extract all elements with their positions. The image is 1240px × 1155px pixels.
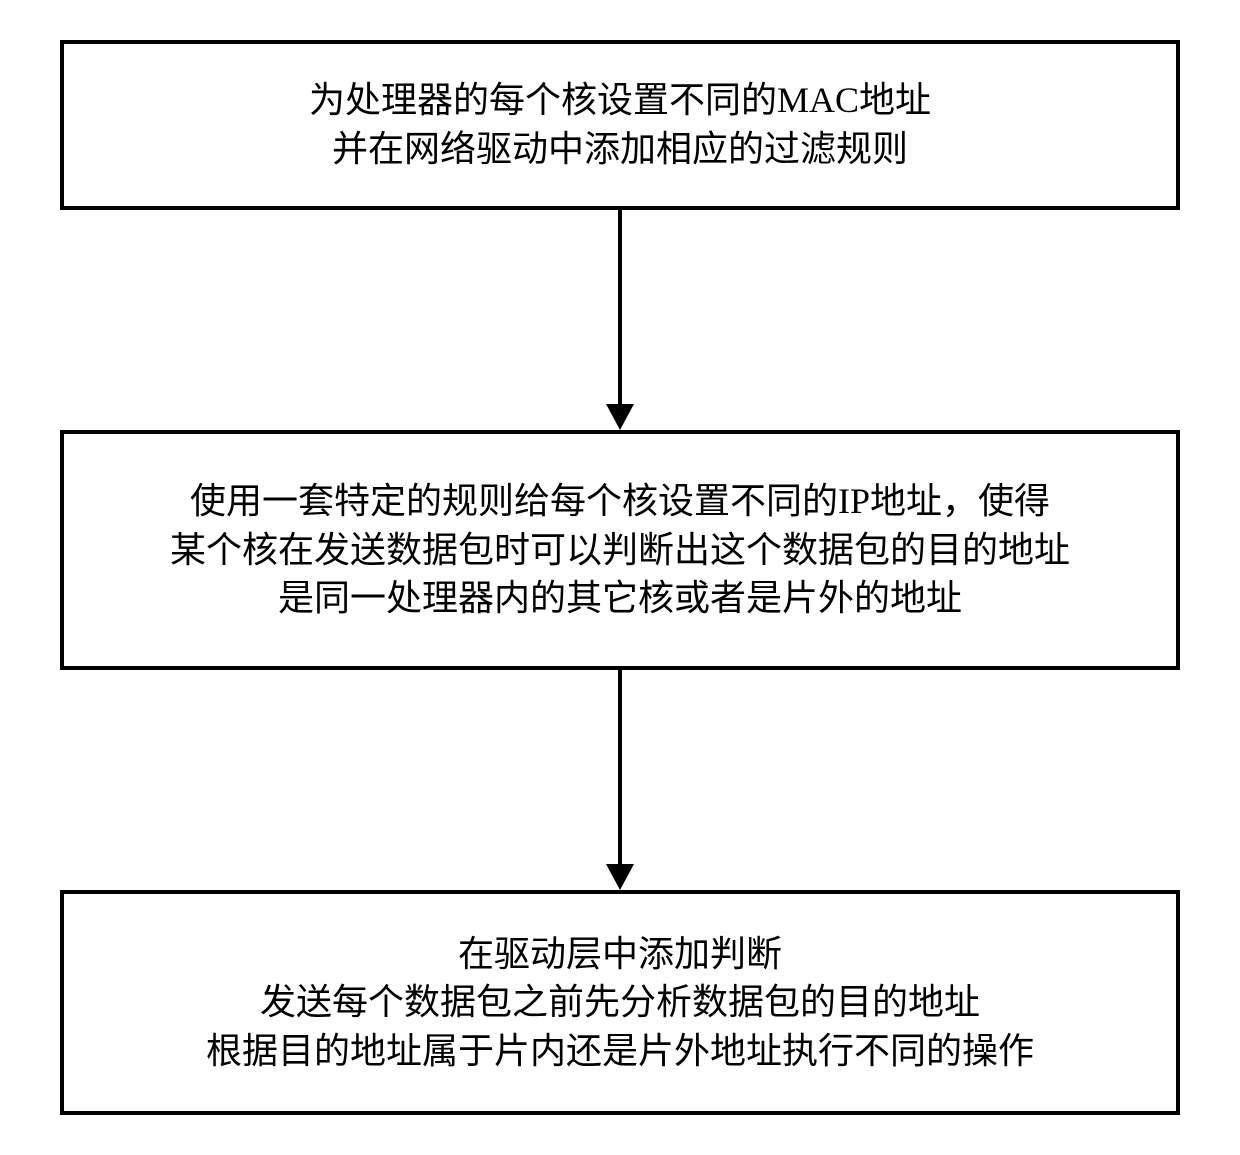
node-text-line: 在驱动层中添加判断 [458, 930, 782, 979]
flowchart-canvas: 为处理器的每个核设置不同的MAC地址 并在网络驱动中添加相应的过滤规则 使用一套… [0, 0, 1240, 1155]
node-text-line: 发送每个数据包之前先分析数据包的目的地址 [260, 978, 980, 1027]
flow-node-3: 在驱动层中添加判断 发送每个数据包之前先分析数据包的目的地址 根据目的地址属于片… [60, 890, 1180, 1115]
node-text-line: 根据目的地址属于片内还是片外地址执行不同的操作 [206, 1027, 1034, 1076]
